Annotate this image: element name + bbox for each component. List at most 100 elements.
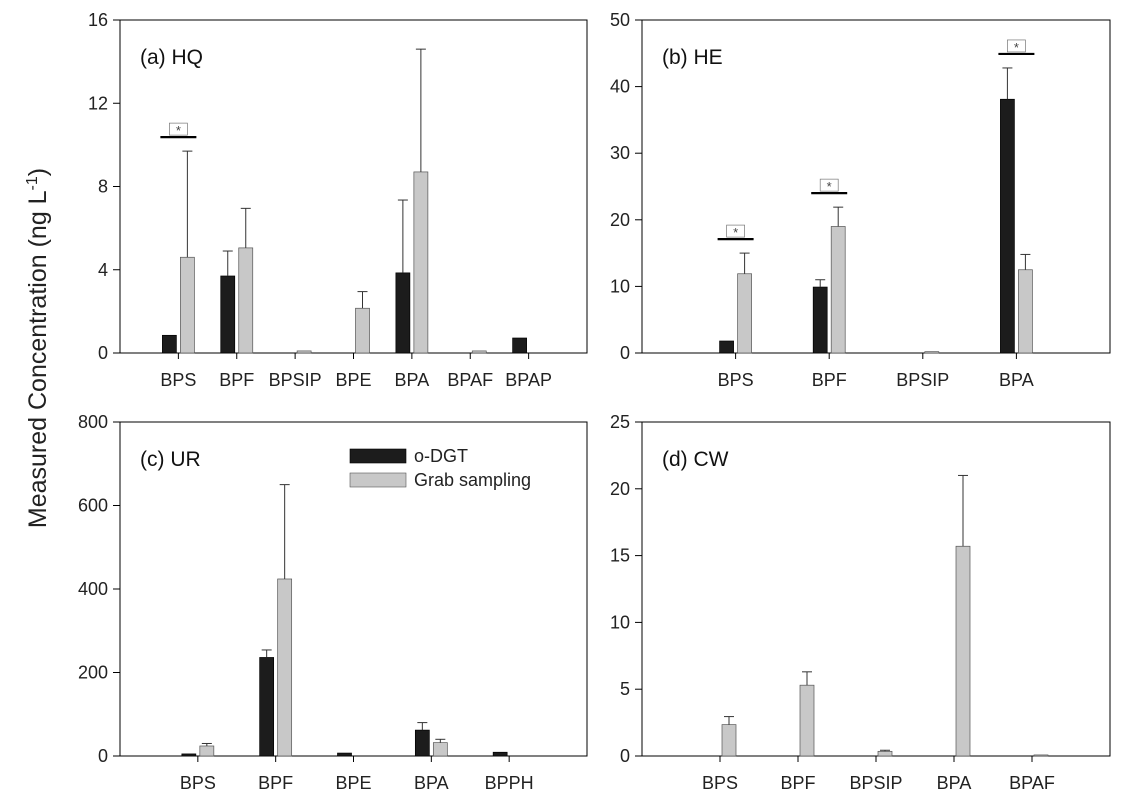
bar-odgt xyxy=(414,729,430,757)
legend-swatch-grab xyxy=(349,472,407,488)
significance-star: * xyxy=(176,123,181,138)
y-tick-label: 0 xyxy=(620,746,630,766)
bar-grab xyxy=(924,351,940,354)
legend-label-odgt: o-DGT xyxy=(414,446,468,466)
significance-box xyxy=(819,178,839,192)
x-tick-label: BPA xyxy=(937,773,972,793)
y-tick-label: 12 xyxy=(88,93,108,113)
y-tick-label: 50 xyxy=(610,10,630,30)
bar-grab xyxy=(199,745,215,757)
panel-title: (c) UR xyxy=(140,448,201,471)
y-tick-label: 0 xyxy=(98,343,108,363)
x-tick-label: BPE xyxy=(335,370,371,390)
bar-grab xyxy=(432,742,448,757)
panel-0: 0 4 8 12 16 BPS BPF BPSIP BPE BPA BPAF BPAP * (a) HQ xyxy=(88,10,588,390)
legend-swatch-odgt xyxy=(349,448,407,464)
significance-star: * xyxy=(1014,40,1019,55)
bar-grab xyxy=(471,350,487,354)
legend-label-grab: Grab sampling xyxy=(414,470,531,490)
x-tick-label: BPS xyxy=(702,773,738,793)
bar-grab xyxy=(296,350,312,354)
x-tick-label: BPSIP xyxy=(896,370,949,390)
bar-odgt xyxy=(492,751,508,757)
x-tick-label: BPS xyxy=(160,370,196,390)
x-tick-label: BPSIP xyxy=(269,370,322,390)
y-tick-label: 20 xyxy=(610,210,630,230)
y-tick-label: 40 xyxy=(610,77,630,97)
bar-grab xyxy=(1033,754,1049,757)
bar-grab xyxy=(721,724,737,757)
y-tick-label: 0 xyxy=(98,746,108,766)
bar-odgt xyxy=(220,275,236,354)
bar-grab xyxy=(955,545,971,757)
y-tick-label: 0 xyxy=(620,343,630,363)
bar-odgt xyxy=(395,272,411,354)
y-axis-label-close: ) xyxy=(24,168,52,176)
y-tick-label: 400 xyxy=(78,579,108,599)
bar-grab xyxy=(180,256,195,354)
bar-odgt xyxy=(812,286,828,354)
panel-2: 0 200 400 600 800 BPS BPF BPE BPA BPPH (c) UR xyxy=(78,412,588,793)
bar-grab xyxy=(1018,269,1033,354)
x-tick-label: BPAF xyxy=(447,370,493,390)
panel-3: 0 5 10 15 20 25 BPS BPF BPSIP BPA BPAF (d) CW xyxy=(610,412,1111,793)
bar-odgt xyxy=(337,752,352,757)
y-tick-label: 25 xyxy=(610,412,630,432)
x-tick-label: BPAP xyxy=(505,370,552,390)
significance-box xyxy=(1007,39,1026,53)
x-tick-label: BPSIP xyxy=(849,773,902,793)
y-tick-label: 200 xyxy=(78,663,108,683)
y-tick-label: 8 xyxy=(98,177,108,197)
plot-frame xyxy=(641,421,1111,757)
x-tick-label: BPE xyxy=(335,773,371,793)
panel-title: (a) HQ xyxy=(140,46,203,69)
bar-grab xyxy=(277,578,293,757)
bar-grab xyxy=(799,684,815,757)
bar-grab xyxy=(413,171,429,354)
y-tick-label: 4 xyxy=(98,260,108,280)
bar-odgt xyxy=(719,340,734,354)
y-axis-label: Measured Concentration (ng L-1) xyxy=(24,168,52,528)
x-tick-label: BPA xyxy=(999,370,1034,390)
bar-grab xyxy=(830,226,846,354)
bar-grab xyxy=(877,750,893,757)
y-tick-label: 5 xyxy=(620,679,630,699)
significance-box xyxy=(169,122,188,136)
y-tick-label: 600 xyxy=(78,496,108,516)
y-tick-label: 20 xyxy=(610,479,630,499)
bar-grab xyxy=(737,273,752,354)
x-tick-label: BPPH xyxy=(485,773,534,793)
y-axis-label-superscript: -1 xyxy=(24,176,41,190)
y-axis-label-text: Measured Concentration (ng L xyxy=(24,190,52,528)
y-tick-label: 10 xyxy=(610,276,630,296)
x-tick-label: BPF xyxy=(219,370,254,390)
panel-1: 0 10 20 30 40 50 BPS BPF BPSIP BPA * * * (b) HE xyxy=(610,10,1111,390)
bar-odgt xyxy=(181,753,197,757)
y-tick-label: 800 xyxy=(78,412,108,432)
bar-odgt xyxy=(259,657,275,757)
bar-grab xyxy=(238,247,254,354)
bar-odgt xyxy=(512,337,527,354)
x-tick-label: BPF xyxy=(812,370,847,390)
panel-title: (d) CW xyxy=(662,448,729,471)
significance-box xyxy=(726,224,745,238)
bar-odgt xyxy=(162,334,177,354)
x-tick-label: BPA xyxy=(414,773,449,793)
x-tick-label: BPA xyxy=(395,370,430,390)
legend: o-DGT Grab sampling xyxy=(349,446,531,490)
bar-grab xyxy=(355,307,370,354)
panel-title: (b) HE xyxy=(662,46,723,69)
x-tick-label: BPS xyxy=(718,370,754,390)
x-tick-label: BPAF xyxy=(1009,773,1055,793)
significance-star: * xyxy=(827,179,832,194)
significance-star: * xyxy=(733,225,738,240)
plot-frame xyxy=(641,19,1111,354)
y-tick-label: 30 xyxy=(610,143,630,163)
x-tick-label: BPF xyxy=(780,773,815,793)
bar-odgt xyxy=(1000,98,1015,354)
y-tick-label: 10 xyxy=(610,612,630,632)
x-tick-label: BPF xyxy=(258,773,293,793)
y-tick-label: 16 xyxy=(88,10,108,30)
y-tick-label: 15 xyxy=(610,546,630,566)
